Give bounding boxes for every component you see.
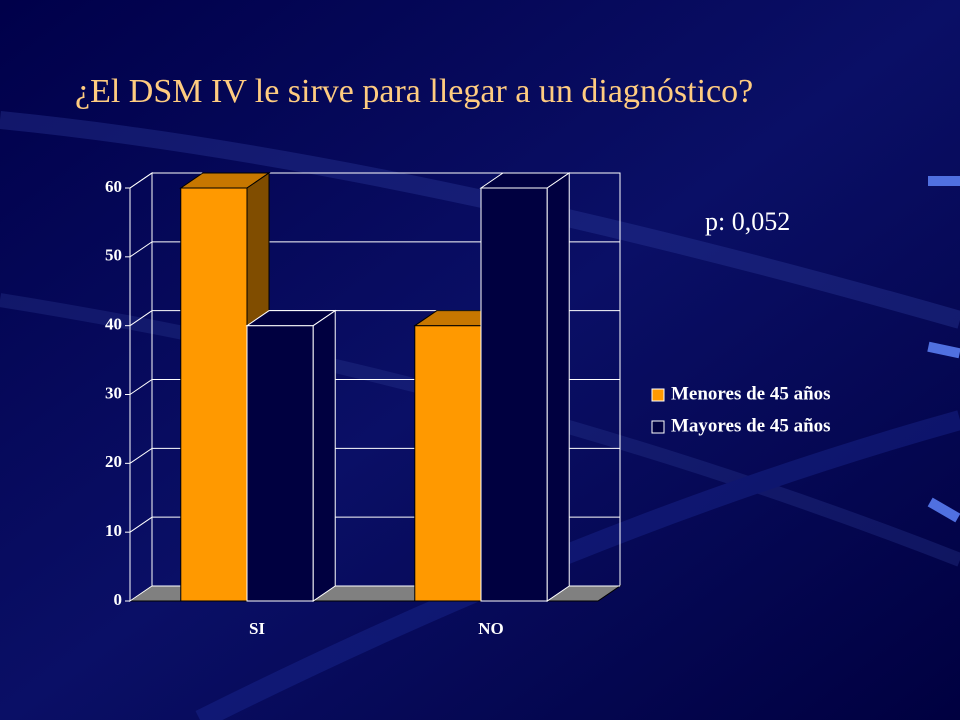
x-tick-label: NO xyxy=(478,619,504,638)
legend-swatch xyxy=(651,388,665,402)
bar xyxy=(480,187,548,602)
y-tick-label: 0 xyxy=(114,590,123,609)
y-tick-label: 10 xyxy=(105,521,122,540)
decor xyxy=(927,341,960,359)
legend-label: Menores de 45 años xyxy=(671,383,831,404)
bar-side xyxy=(546,172,570,602)
legend-label: Mayores de 45 años xyxy=(671,415,831,436)
grid-line xyxy=(129,241,620,258)
bar xyxy=(180,187,248,602)
y-tick-label: 20 xyxy=(105,452,122,471)
legend-swatch xyxy=(651,420,665,434)
chart-title: ¿El DSM IV le sirve para llegar a un dia… xyxy=(75,73,753,110)
bar xyxy=(246,325,314,602)
x-tick-label: SI xyxy=(249,619,265,638)
y-tick-label: 50 xyxy=(105,246,122,265)
decor xyxy=(927,497,960,523)
grid-line xyxy=(129,172,620,189)
annotation: p: 0,052 xyxy=(705,207,790,236)
y-tick-label: 30 xyxy=(105,383,122,402)
y-tick-label: 60 xyxy=(105,177,122,196)
decor xyxy=(928,176,960,186)
bar xyxy=(414,325,482,602)
y-tick-label: 40 xyxy=(105,315,122,334)
bar-side xyxy=(312,309,336,602)
